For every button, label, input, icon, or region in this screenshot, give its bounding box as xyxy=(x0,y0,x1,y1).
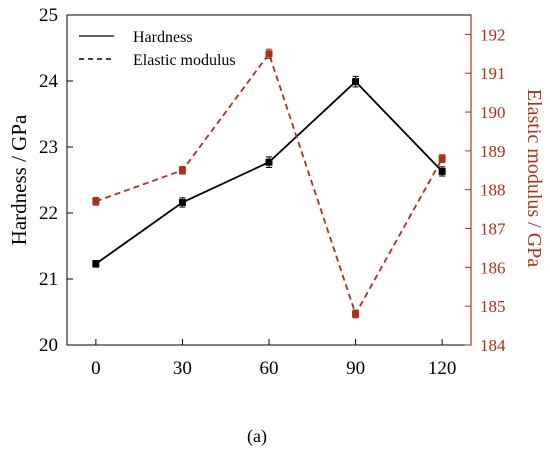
y-right-tick-label: 186 xyxy=(480,258,506,277)
y-right-tick-label: 184 xyxy=(480,336,506,355)
y-left-tick-label: 22 xyxy=(39,203,58,224)
y-left-tick-label: 25 xyxy=(39,5,58,26)
x-tick-label: 60 xyxy=(260,358,279,379)
hardness-point xyxy=(92,260,100,268)
legend: Hardness Elastic modulus xyxy=(79,29,236,69)
hardness-point xyxy=(352,78,360,86)
hardness-point xyxy=(178,198,186,206)
y-right-tick-label: 191 xyxy=(480,64,506,83)
elastic-modulus-line xyxy=(95,51,443,317)
y-right-tick-label: 188 xyxy=(480,181,506,200)
x-tick-label: 30 xyxy=(173,358,192,379)
y-right-tick-label: 187 xyxy=(480,220,506,239)
hardness-line xyxy=(95,80,443,265)
right-axis-title: Elastic modulus / GPa xyxy=(523,89,545,267)
hardness-point xyxy=(265,158,273,166)
legend-elastic-label: Elastic modulus xyxy=(133,52,236,69)
y-right-tick-label: 192 xyxy=(480,25,506,44)
hardness-point xyxy=(438,167,446,175)
x-tick-label: 90 xyxy=(346,358,365,379)
series-layer xyxy=(92,48,446,319)
x-tick-label: 0 xyxy=(91,358,101,379)
y-left-tick-label: 24 xyxy=(39,71,59,92)
left-axis-title: Hardness / GPa xyxy=(7,114,31,245)
y-right-tick-label: 189 xyxy=(480,142,506,161)
y-left-tick-label: 23 xyxy=(39,137,58,158)
elastic-modulus-point xyxy=(92,197,100,205)
elastic-modulus-point xyxy=(352,310,360,318)
figure-caption: (a) xyxy=(247,426,267,447)
x-tick-label: 120 xyxy=(428,358,457,379)
legend-hardness-label: Hardness xyxy=(133,29,193,46)
y-left-tick-label: 21 xyxy=(39,269,58,290)
y-right-tick-label: 190 xyxy=(480,103,506,122)
elastic-modulus-point xyxy=(178,166,186,174)
plot-frame xyxy=(66,14,472,346)
axis-ticks: 0 30 60 90 120 20 21 22 23 24 25 184 185 186 187 188 189… xyxy=(39,5,506,379)
y-left-tick-label: 20 xyxy=(39,335,58,356)
y-right-tick-label: 185 xyxy=(480,297,506,316)
elastic-modulus-point xyxy=(438,155,446,163)
elastic-modulus-point xyxy=(265,50,273,58)
